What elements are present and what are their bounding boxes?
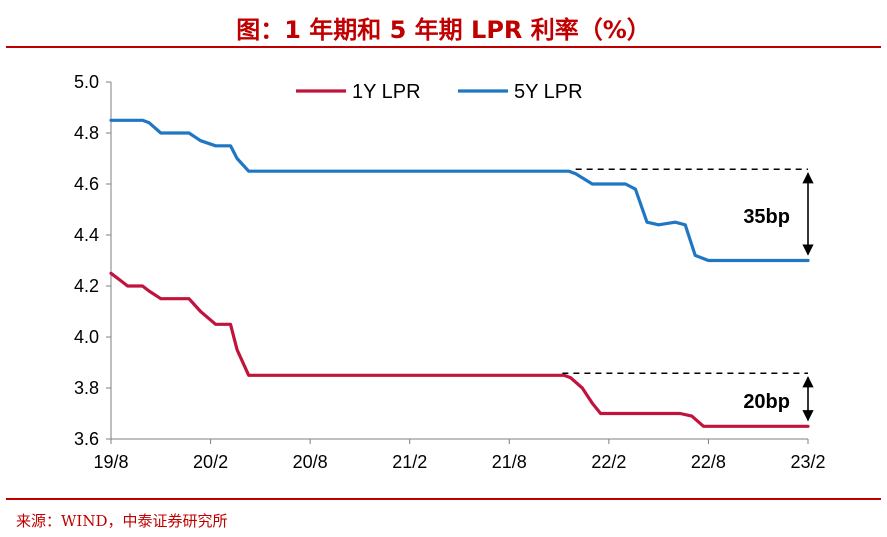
x-tick-label: 20/8: [293, 452, 328, 472]
legend-label: 1Y LPR: [352, 81, 421, 103]
source-divider: [6, 498, 881, 500]
y-tick-label: 4.8: [74, 123, 99, 143]
y-tick-label: 4.4: [74, 225, 99, 245]
annotation-label: 35bp: [743, 206, 790, 228]
title-bar: 图：1 年期和 5 年期 LPR 利率（%）: [6, 6, 881, 48]
chart-title: 图：1 年期和 5 年期 LPR 利率（%）: [236, 16, 651, 44]
x-tick-label: 23/2: [790, 452, 825, 472]
series-line-5y-lpr: [109, 118, 810, 263]
y-tick-label: 4.2: [74, 276, 99, 296]
y-tick-label: 4.0: [74, 327, 99, 347]
x-tick-label: 20/2: [193, 452, 228, 472]
y-tick-label: 4.6: [74, 174, 99, 194]
y-tick-label: 5.0: [74, 72, 99, 92]
annotation-label: 20bp: [743, 391, 790, 413]
y-tick-label: 3.8: [74, 378, 99, 398]
series-line-1y-lpr: [109, 271, 810, 428]
x-tick-label: 21/2: [392, 452, 427, 472]
x-tick-label: 22/8: [691, 452, 726, 472]
y-tick-label: 3.6: [74, 429, 99, 449]
legend-label: 5Y LPR: [514, 81, 583, 103]
x-tick-label: 21/8: [492, 452, 527, 472]
source-note: 来源：WIND，中泰证券研究所: [16, 512, 228, 530]
x-tick-label: 19/8: [93, 452, 128, 472]
x-tick-label: 22/2: [591, 452, 626, 472]
